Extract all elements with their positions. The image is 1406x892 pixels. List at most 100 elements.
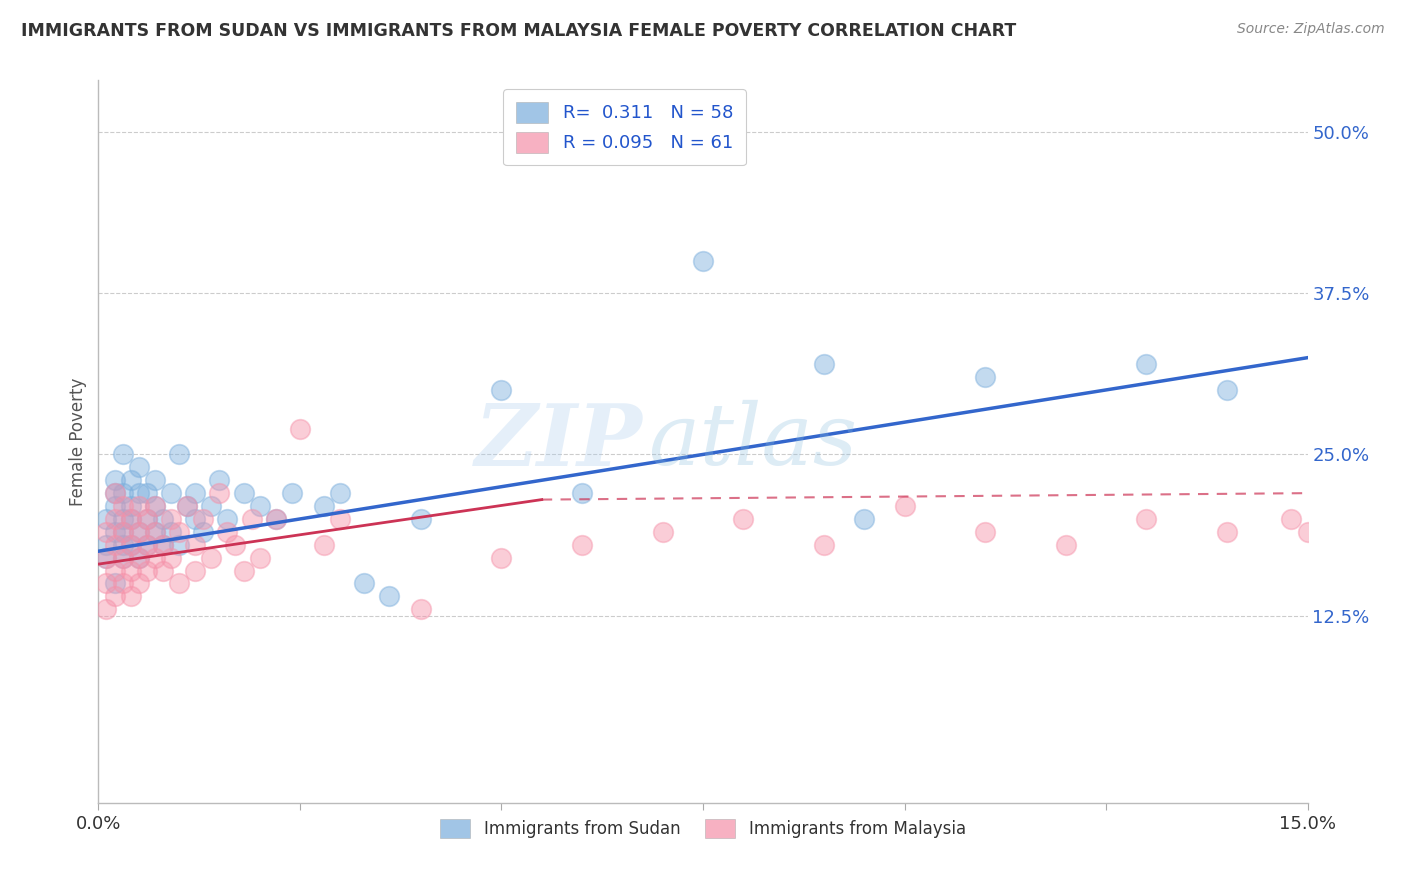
Legend: Immigrants from Sudan, Immigrants from Malaysia: Immigrants from Sudan, Immigrants from M…	[433, 813, 973, 845]
Point	[103, 512, 125, 526]
Point	[152, 564, 174, 578]
Point	[128, 524, 150, 539]
Point	[1054, 538, 1077, 552]
Point	[571, 538, 593, 552]
Point	[120, 538, 142, 552]
Point	[200, 550, 222, 565]
Point	[96, 550, 118, 565]
Point	[692, 254, 714, 268]
Point	[329, 512, 352, 526]
Point	[120, 538, 142, 552]
Point	[240, 512, 263, 526]
Point	[135, 564, 157, 578]
Point	[143, 550, 166, 565]
Point	[120, 512, 142, 526]
Point	[111, 447, 134, 461]
Point	[167, 538, 190, 552]
Point	[974, 524, 997, 539]
Point	[1135, 512, 1157, 526]
Point	[200, 499, 222, 513]
Point	[111, 512, 134, 526]
Point	[120, 512, 142, 526]
Point	[813, 357, 835, 371]
Point	[103, 576, 125, 591]
Point	[217, 512, 239, 526]
Point	[281, 486, 304, 500]
Point	[111, 524, 134, 539]
Point	[160, 524, 183, 539]
Point	[96, 602, 118, 616]
Point	[120, 590, 142, 604]
Point	[152, 538, 174, 552]
Point	[184, 486, 207, 500]
Point	[135, 538, 157, 552]
Point	[152, 512, 174, 526]
Point	[128, 460, 150, 475]
Point	[143, 499, 166, 513]
Point	[167, 576, 190, 591]
Point	[409, 602, 432, 616]
Point	[111, 550, 134, 565]
Point	[96, 538, 118, 552]
Point	[176, 499, 198, 513]
Point	[96, 512, 118, 526]
Point	[128, 550, 150, 565]
Point	[329, 486, 352, 500]
Point	[893, 499, 915, 513]
Point	[128, 486, 150, 500]
Point	[314, 538, 336, 552]
Point	[120, 473, 142, 487]
Point	[103, 499, 125, 513]
Point	[135, 538, 157, 552]
Point	[128, 550, 150, 565]
Point	[135, 512, 157, 526]
Point	[208, 473, 231, 487]
Point	[1216, 383, 1239, 397]
Text: IMMIGRANTS FROM SUDAN VS IMMIGRANTS FROM MALAYSIA FEMALE POVERTY CORRELATION CHA: IMMIGRANTS FROM SUDAN VS IMMIGRANTS FROM…	[21, 22, 1017, 40]
Text: Source: ZipAtlas.com: Source: ZipAtlas.com	[1237, 22, 1385, 37]
Point	[353, 576, 375, 591]
Point	[103, 590, 125, 604]
Point	[96, 576, 118, 591]
Point	[409, 512, 432, 526]
Point	[111, 486, 134, 500]
Point	[152, 538, 174, 552]
Point	[135, 486, 157, 500]
Point	[974, 370, 997, 384]
Point	[103, 524, 125, 539]
Point	[208, 486, 231, 500]
Point	[96, 550, 118, 565]
Point	[167, 447, 190, 461]
Point	[232, 486, 254, 500]
Point	[135, 512, 157, 526]
Point	[111, 576, 134, 591]
Point	[651, 524, 673, 539]
Point	[160, 486, 183, 500]
Point	[288, 422, 311, 436]
Point	[120, 499, 142, 513]
Point	[853, 512, 876, 526]
Point	[103, 564, 125, 578]
Point	[1281, 512, 1303, 526]
Point	[264, 512, 287, 526]
Point	[249, 550, 271, 565]
Text: atlas: atlas	[648, 401, 858, 483]
Point	[1216, 524, 1239, 539]
Point	[128, 576, 150, 591]
Point	[314, 499, 336, 513]
Point	[184, 512, 207, 526]
Point	[128, 499, 150, 513]
Point	[224, 538, 246, 552]
Point	[96, 524, 118, 539]
Point	[111, 550, 134, 565]
Y-axis label: Female Poverty: Female Poverty	[69, 377, 87, 506]
Text: ZIP: ZIP	[475, 400, 643, 483]
Point	[232, 564, 254, 578]
Point	[160, 512, 183, 526]
Point	[103, 486, 125, 500]
Point	[111, 499, 134, 513]
Point	[103, 486, 125, 500]
Point	[167, 524, 190, 539]
Point	[143, 499, 166, 513]
Point	[249, 499, 271, 513]
